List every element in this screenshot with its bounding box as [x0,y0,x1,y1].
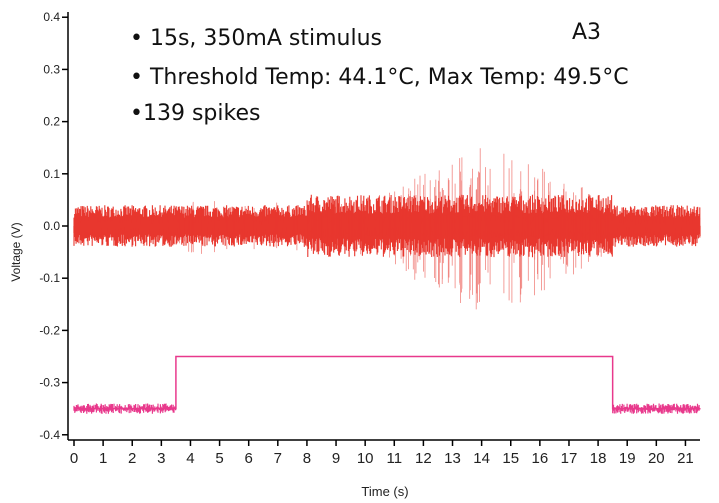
x-tick-label: 5 [215,450,223,467]
stimulus-low-segment [612,403,701,414]
y-tick-label: -0.2 [39,323,60,337]
x-tick-label: 13 [444,450,461,467]
x-tick-label: 11 [386,450,402,467]
x-tick-label: 10 [357,450,374,467]
x-tick-label: 1 [99,450,107,467]
x-tick-label: 20 [648,450,665,467]
y-tick-label: 0.2 [43,115,60,129]
x-tick-label: 18 [590,450,607,467]
x-tick-label: 16 [532,450,549,467]
x-tick-label: 21 [677,450,694,467]
y-axis-ticks: 0.4 0.3 0.2 0.1 0.0 -0.1 -0.2 -0.3 -0.4 [39,10,68,442]
x-tick-label: 2 [128,450,136,467]
annotation-spikes: •139 spikes [130,101,261,126]
y-tick-label: -0.3 [39,376,60,390]
y-tick-label: -0.1 [39,271,60,285]
y-tick-label: 0.4 [43,10,60,24]
x-axis-ticks: 0 1 2 3 4 5 6 7 8 9 10 11 12 13 14 15 16 17 18 19 20 21 [70,440,694,467]
panel-label: A3 [572,20,602,45]
x-tick-label: 19 [619,450,636,467]
stimulus-noise [73,403,701,414]
x-tick-label: 17 [561,450,578,467]
x-axis-label: Time (s) [361,484,408,499]
x-tick-label: 4 [186,450,194,467]
x-tick-label: 0 [70,450,78,467]
x-tick-label: 15 [502,450,519,467]
annotation-stimulus: • 15s, 350mA stimulus [130,26,382,51]
y-tick-label: 0.0 [43,219,60,233]
stimulus-low-segment [73,403,177,414]
spike-traces [179,148,609,310]
x-tick-label: 12 [415,450,432,467]
stimulus-trace [74,355,700,410]
x-tick-label: 8 [303,450,311,467]
x-tick-label: 3 [157,450,165,467]
x-tick-label: 9 [332,450,340,467]
y-axis-label: Voltage (V) [9,222,23,281]
x-tick-label: 6 [245,450,253,467]
y-tick-label: -0.4 [39,428,60,442]
y-tick-label: 0.3 [43,62,60,76]
spike-lines [179,148,609,310]
y-tick-label: 0.1 [43,167,60,181]
annotation-temperature: • Threshold Temp: 44.1°C, Max Temp: 49.5… [130,65,629,90]
x-tick-label: 14 [473,450,490,467]
x-tick-label: 7 [274,450,282,467]
